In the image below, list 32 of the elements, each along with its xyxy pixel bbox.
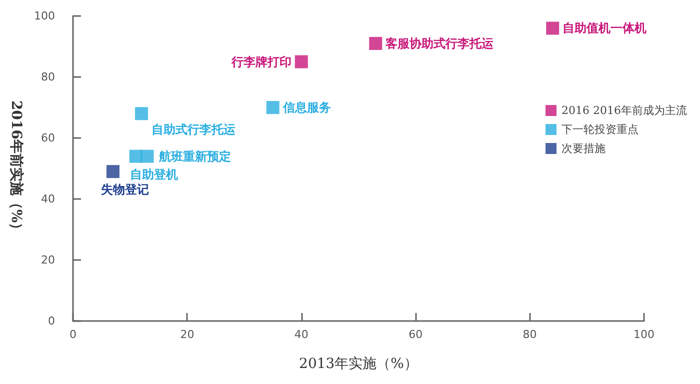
legend-label: 2016 2016年前成为主流	[562, 104, 688, 117]
annotation: 自助式行李托运	[152, 122, 237, 137]
point	[369, 36, 382, 50]
annotation: 自助值机一体机	[562, 21, 647, 36]
point	[129, 150, 142, 163]
annotation: 客服协助式行李托运	[384, 36, 495, 50]
x-axis-title: 2013年实施（%）	[299, 356, 418, 372]
y-tick-label: 100	[34, 10, 55, 22]
point	[294, 55, 308, 68]
annotation: 自助登机	[130, 167, 178, 182]
y-tick-label: 20	[41, 254, 55, 266]
legend-label: 下一轮投资重点	[562, 123, 639, 136]
point	[135, 107, 148, 120]
annotation: 航班重新预定	[158, 149, 232, 164]
point	[106, 165, 120, 178]
x-tick-label: 80	[522, 328, 537, 341]
x-tick-label: 0	[70, 328, 76, 341]
y-tick-label: 80	[41, 70, 55, 84]
y-axis-title: 2016年前实施（%）	[8, 100, 26, 237]
y-tick-label: 60	[41, 132, 55, 144]
x-tick-label: 40	[294, 328, 308, 341]
point	[546, 22, 560, 35]
annotation: 行李牌打印	[230, 54, 292, 69]
x-tick-label: 100	[634, 328, 654, 341]
point	[266, 101, 280, 114]
legend-label: 次要措施	[562, 142, 606, 155]
y-tick-label: 0	[48, 314, 55, 328]
x-tick-label: 60	[408, 328, 423, 341]
y-tick-label: 40	[41, 192, 55, 206]
x-tick-label: 20	[180, 328, 194, 341]
annotation: 失物登记	[100, 182, 149, 197]
annotation: 信息服务	[282, 100, 331, 114]
